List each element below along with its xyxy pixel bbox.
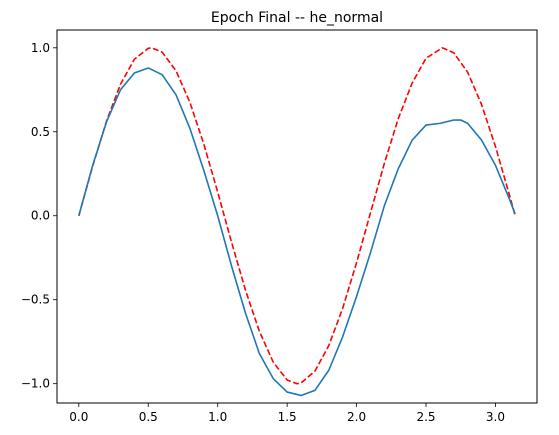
y-axis: −1.0 −0.5 0.0 0.5 1.0 xyxy=(21,41,57,391)
x-tick-label: 2.0 xyxy=(347,410,366,424)
series-line-solid-blue xyxy=(78,67,516,397)
x-tick-label: 0.5 xyxy=(139,410,158,424)
y-tick-label: −0.5 xyxy=(21,293,50,307)
y-tick-label: 1.0 xyxy=(31,41,50,55)
series-line-dashed-red xyxy=(78,46,516,385)
x-tick-label: 3.0 xyxy=(486,410,505,424)
y-tick-label: −1.0 xyxy=(21,377,50,391)
x-tick-label: 1.5 xyxy=(278,410,297,424)
chart-title: Epoch Final -- he_normal xyxy=(211,10,383,26)
plot-area xyxy=(56,29,538,404)
x-tick-label: 2.5 xyxy=(416,410,435,424)
x-tick-label: 0.0 xyxy=(69,410,88,424)
y-tick-label: 0.0 xyxy=(31,209,50,223)
x-tick-label: 1.0 xyxy=(208,410,227,424)
series-layer xyxy=(78,46,516,397)
x-axis: 0.0 0.5 1.0 1.5 2.0 2.5 3.0 xyxy=(69,403,505,424)
y-tick-label: 0.5 xyxy=(31,125,50,139)
